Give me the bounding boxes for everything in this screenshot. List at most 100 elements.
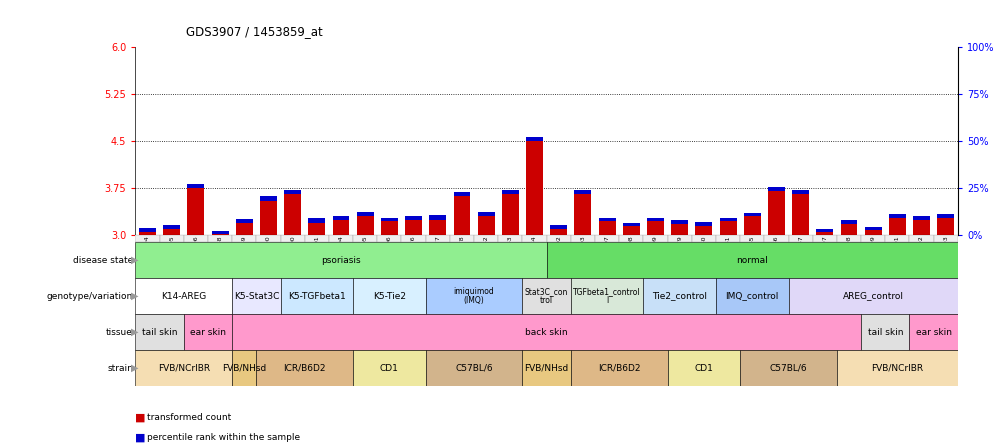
Text: disease state: disease state xyxy=(73,255,133,265)
Text: psoriasis: psoriasis xyxy=(321,255,361,265)
Bar xyxy=(522,350,570,386)
Bar xyxy=(739,235,764,242)
Text: genotype/variation: genotype/variation xyxy=(47,292,133,301)
Text: IMQ_control: IMQ_control xyxy=(724,292,779,301)
Bar xyxy=(231,235,257,242)
Bar xyxy=(768,191,785,235)
Bar xyxy=(353,350,425,386)
Bar xyxy=(381,222,398,235)
Text: strain: strain xyxy=(107,364,133,373)
Bar xyxy=(281,278,353,314)
Bar xyxy=(187,184,204,188)
Bar xyxy=(574,190,591,194)
Bar xyxy=(477,217,494,235)
Bar xyxy=(425,235,450,242)
Bar xyxy=(840,224,857,235)
Bar xyxy=(474,235,498,242)
Text: GSM684682: GSM684682 xyxy=(483,236,488,273)
Bar xyxy=(864,227,881,230)
Bar xyxy=(594,235,618,242)
Bar xyxy=(135,242,546,278)
Text: K5-Stat3C: K5-Stat3C xyxy=(233,292,279,301)
Bar xyxy=(281,235,305,242)
Text: transformed count: transformed count xyxy=(147,413,231,422)
Text: GSM684678: GSM684678 xyxy=(459,236,464,273)
Text: GSM684676: GSM684676 xyxy=(411,236,416,273)
Text: GSM684707: GSM684707 xyxy=(604,236,609,274)
Text: GSM684686: GSM684686 xyxy=(774,236,779,273)
Text: GSM684700: GSM684700 xyxy=(290,236,295,273)
Bar xyxy=(642,235,667,242)
Text: GSM684687: GSM684687 xyxy=(798,236,803,273)
Text: GSM684709: GSM684709 xyxy=(652,236,657,274)
Bar xyxy=(405,220,422,235)
Bar xyxy=(909,235,933,242)
Text: GSM684701: GSM684701 xyxy=(314,236,319,273)
Bar xyxy=(864,230,881,235)
Bar xyxy=(570,350,667,386)
Bar xyxy=(501,194,518,235)
Text: GSM684702: GSM684702 xyxy=(556,236,561,274)
Bar xyxy=(429,215,446,220)
Bar xyxy=(187,188,204,235)
Text: GSM684699: GSM684699 xyxy=(870,236,875,274)
Bar xyxy=(235,219,253,223)
Bar xyxy=(207,235,231,242)
Bar xyxy=(768,187,785,191)
Bar xyxy=(792,190,809,194)
Text: GSM684706: GSM684706 xyxy=(387,236,392,273)
Bar xyxy=(453,196,470,235)
Bar xyxy=(598,222,615,235)
Bar xyxy=(646,218,663,222)
Bar xyxy=(622,223,639,226)
Bar xyxy=(425,350,522,386)
Bar xyxy=(788,278,957,314)
Text: GSM684697: GSM684697 xyxy=(822,236,827,274)
Bar xyxy=(159,235,183,242)
Bar xyxy=(135,314,183,350)
Bar xyxy=(937,214,953,218)
Text: GSM684689: GSM684689 xyxy=(241,236,246,273)
Bar xyxy=(284,190,301,194)
Bar xyxy=(450,235,474,242)
Text: GSM684693: GSM684693 xyxy=(942,236,947,274)
Bar xyxy=(405,216,422,220)
Bar xyxy=(329,235,353,242)
Bar xyxy=(764,235,788,242)
Text: ■: ■ xyxy=(135,413,145,423)
Text: TGFbeta1_control
l: TGFbeta1_control l xyxy=(573,287,640,305)
Text: K5-Tie2: K5-Tie2 xyxy=(373,292,406,301)
Bar xyxy=(257,235,281,242)
Bar xyxy=(139,228,156,232)
Text: tail skin: tail skin xyxy=(867,328,902,337)
Text: GSM684683: GSM684683 xyxy=(507,236,512,273)
Text: GSM684691: GSM684691 xyxy=(894,236,899,273)
Bar xyxy=(739,350,836,386)
Text: tissue: tissue xyxy=(106,328,133,337)
Bar xyxy=(231,350,257,386)
Bar xyxy=(715,278,788,314)
Bar xyxy=(522,278,570,314)
Bar xyxy=(937,218,953,235)
Bar xyxy=(284,194,301,235)
Text: Tie2_control: Tie2_control xyxy=(651,292,706,301)
Bar xyxy=(308,218,325,223)
Bar xyxy=(912,220,929,235)
Text: back skin: back skin xyxy=(525,328,567,337)
Bar xyxy=(135,278,231,314)
Bar xyxy=(743,213,760,217)
Bar xyxy=(135,350,231,386)
Bar xyxy=(840,220,857,224)
Bar xyxy=(861,235,885,242)
Text: C57BL/6: C57BL/6 xyxy=(769,364,807,373)
Bar xyxy=(909,314,957,350)
Bar xyxy=(836,235,861,242)
Bar xyxy=(353,278,425,314)
Bar xyxy=(135,235,159,242)
Text: ▶: ▶ xyxy=(131,363,138,373)
Text: GSM684681: GSM684681 xyxy=(724,236,729,273)
Bar xyxy=(163,225,180,229)
Bar xyxy=(812,235,836,242)
Bar xyxy=(477,212,494,217)
Bar xyxy=(357,212,374,217)
